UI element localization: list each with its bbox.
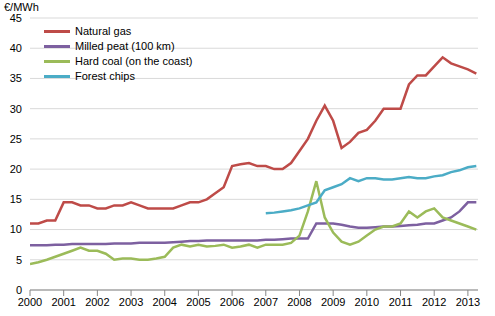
html-text:Forest chips: Forest chips: [75, 70, 135, 82]
svg-text:2005: 2005: [186, 296, 210, 308]
svg-text:20: 20: [10, 163, 22, 175]
svg-text:35: 35: [10, 72, 22, 84]
svg-text:2012: 2012: [422, 296, 446, 308]
svg-text:2013: 2013: [456, 296, 480, 308]
svg-text:2000: 2000: [18, 296, 42, 308]
svg-text:2009: 2009: [321, 296, 345, 308]
svg-text:2002: 2002: [85, 296, 109, 308]
svg-text:2011: 2011: [389, 296, 413, 308]
svg-text:15: 15: [10, 193, 22, 205]
svg-text:25: 25: [10, 133, 22, 145]
svg-text:30: 30: [10, 103, 22, 115]
svg-text:2007: 2007: [254, 296, 278, 308]
html-text:Milled peat (100 km): Milled peat (100 km): [75, 40, 175, 52]
html-text:Hard coal (on the coast): Hard coal (on the coast): [75, 55, 193, 67]
svg-text:2008: 2008: [287, 296, 311, 308]
svg-text:2006: 2006: [220, 296, 244, 308]
svg-text:40: 40: [10, 42, 22, 54]
svg-text:0: 0: [16, 284, 22, 296]
html-text:€/MWh: €/MWh: [4, 1, 39, 13]
svg-text:45: 45: [10, 12, 22, 24]
svg-text:2010: 2010: [355, 296, 379, 308]
svg-text:2003: 2003: [119, 296, 143, 308]
html-text:Natural gas: Natural gas: [75, 25, 132, 37]
svg-text:5: 5: [16, 254, 22, 266]
svg-text:2001: 2001: [51, 296, 75, 308]
svg-text:10: 10: [10, 223, 22, 235]
svg-text:2004: 2004: [152, 296, 176, 308]
